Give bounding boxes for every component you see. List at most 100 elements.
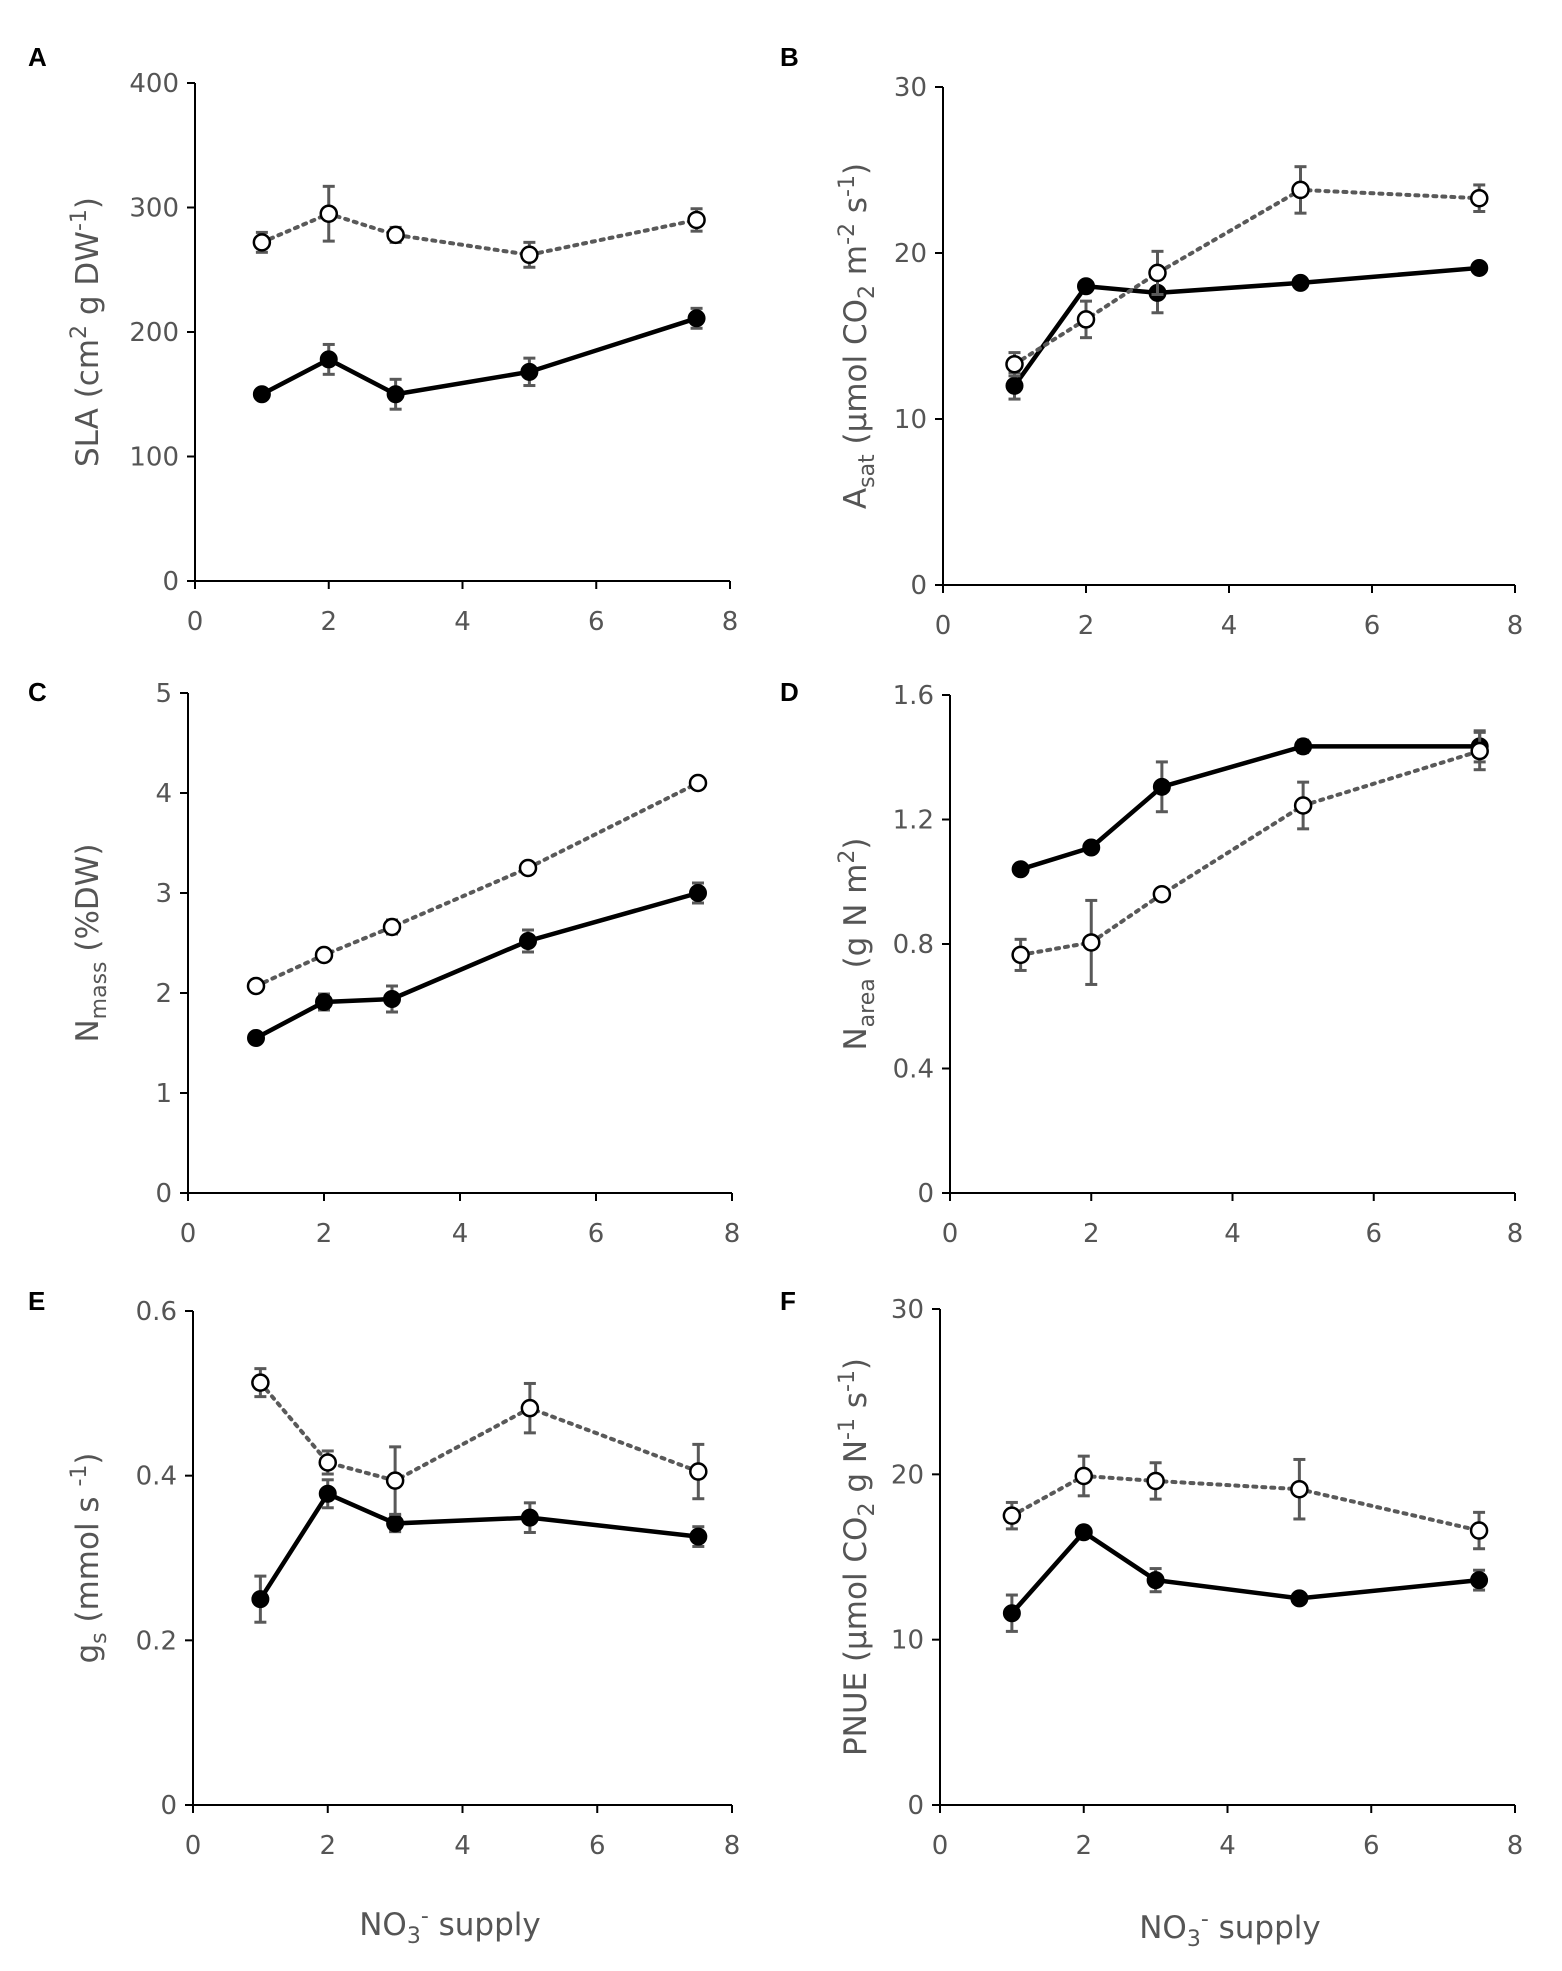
series-filled (1005, 258, 1489, 401)
panel-letter: A (28, 42, 47, 72)
x-tick-label: 8 (724, 1831, 741, 1861)
x-tick-label: 2 (319, 1831, 336, 1861)
data-point-filled (1011, 860, 1030, 879)
series-line-solid (254, 890, 699, 1040)
data-point-filled (519, 932, 537, 950)
y-tick-label: 0.2 (136, 1626, 177, 1656)
data-point-filled (1077, 277, 1095, 296)
series-filled (1011, 729, 1489, 879)
data-point-filled (520, 362, 539, 381)
x-axis-title-part: - (421, 1904, 429, 1929)
y-tick-label: 20 (891, 1460, 924, 1490)
x-tick-label: 6 (588, 1219, 605, 1249)
data-point-open (520, 245, 539, 265)
y-tick-label: 200 (129, 318, 179, 348)
y-axis-title-part: 2 (67, 325, 92, 339)
data-point-filled (1470, 1571, 1489, 1590)
data-point-filled (1152, 777, 1171, 796)
y-axis-title-part: SLA (cm (70, 339, 106, 467)
x-tick-label: 4 (454, 1831, 471, 1861)
y-axis-title-part: -2 (835, 223, 860, 245)
data-point-open (1148, 263, 1167, 283)
data-point-open (1005, 354, 1024, 374)
x-axis-title-part: 3 (1187, 1927, 1201, 1952)
y-tick-label: 2 (155, 979, 172, 1009)
series-line-solid (258, 1490, 699, 1601)
y-axis-title-part: s (87, 1632, 112, 1643)
y-tick-label: 5 (155, 679, 172, 709)
y-axis-title: Nmass (%DW) (70, 843, 112, 1042)
y-axis-title: Asat (µmol CO2 m-2 s-1) (835, 163, 880, 509)
data-point-filled (689, 1527, 708, 1546)
data-point-filled (319, 350, 338, 369)
y-axis-title-part: A (838, 488, 874, 509)
x-tick-label: 8 (724, 1219, 741, 1249)
x-tick-label: 0 (935, 611, 952, 641)
y-axis-title-part: ) (838, 163, 874, 175)
x-tick-label: 6 (1363, 1831, 1380, 1861)
y-axis-title-part: -1 (67, 209, 92, 231)
data-point-open (1469, 1521, 1489, 1540)
data-point-filled (1290, 1589, 1309, 1608)
data-point-filled (520, 1508, 539, 1527)
x-tick-label: 2 (316, 1219, 333, 1249)
y-axis-title-part: g (70, 1644, 106, 1664)
y-tick-label: 100 (129, 443, 179, 473)
y-tick-label: 0.8 (893, 930, 934, 960)
y-axis-title-part: g N (838, 1440, 874, 1503)
y-axis-title-part: N (70, 1019, 106, 1042)
data-point-open (318, 1453, 337, 1472)
y-axis-title-part: 2 (835, 850, 860, 864)
x-axis-title-part: NO (1139, 1910, 1187, 1946)
x-tick-label: 4 (1224, 1219, 1241, 1249)
series-open (1005, 165, 1489, 378)
x-tick-label: 8 (1507, 611, 1524, 641)
x-tick-label: 6 (589, 1831, 606, 1861)
x-tick-label: 4 (452, 1219, 469, 1249)
data-point-open (382, 917, 402, 937)
x-tick-label: 0 (932, 1831, 949, 1861)
data-point-filled (318, 1484, 337, 1503)
y-tick-label: 0 (160, 1791, 177, 1821)
y-tick-label: 0.4 (893, 1055, 934, 1085)
y-tick-label: 1 (155, 1079, 172, 1109)
data-point-open (1470, 741, 1489, 761)
y-tick-label: 0 (162, 567, 179, 597)
y-tick-label: 1.6 (893, 681, 934, 711)
data-point-open (385, 1471, 405, 1490)
y-axis-title-part: 2 (855, 1503, 880, 1517)
x-axis-title-part: - (1201, 1907, 1209, 1932)
data-point-filled (383, 990, 401, 1008)
y-axis-title-part: mass (87, 961, 112, 1019)
data-point-open (688, 773, 708, 793)
data-point-open (251, 1373, 270, 1392)
x-axis-title-left: NO3- supply (359, 1904, 541, 1949)
y-axis-title-part: m (838, 245, 874, 285)
y-tick-label: 4 (155, 779, 172, 809)
data-point-open (520, 1398, 540, 1418)
y-axis-title-part: 2 (855, 285, 880, 299)
y-axis-title-part: N (838, 1027, 874, 1050)
y-tick-label: 0 (910, 571, 927, 601)
data-point-filled (1082, 838, 1101, 857)
y-axis-title-part: -1 (835, 1370, 860, 1392)
x-tick-label: 8 (722, 607, 739, 637)
y-tick-label: 0.6 (136, 1297, 177, 1327)
y-axis-title-part: area (855, 978, 880, 1027)
y-axis-title-part: ) (70, 197, 106, 209)
data-point-filled (247, 1029, 265, 1047)
y-tick-label: 0 (917, 1179, 934, 1209)
data-point-open (1074, 1466, 1093, 1486)
data-point-open (1290, 1479, 1309, 1499)
series-open (251, 1367, 708, 1516)
y-tick-label: 400 (129, 69, 179, 99)
data-point-filled (1291, 273, 1310, 292)
data-point-open (252, 233, 272, 252)
y-tick-label: 0 (155, 1179, 172, 1209)
x-tick-label: 0 (180, 1219, 197, 1249)
series-line-solid (1010, 1529, 1480, 1615)
x-tick-label: 0 (187, 607, 204, 637)
